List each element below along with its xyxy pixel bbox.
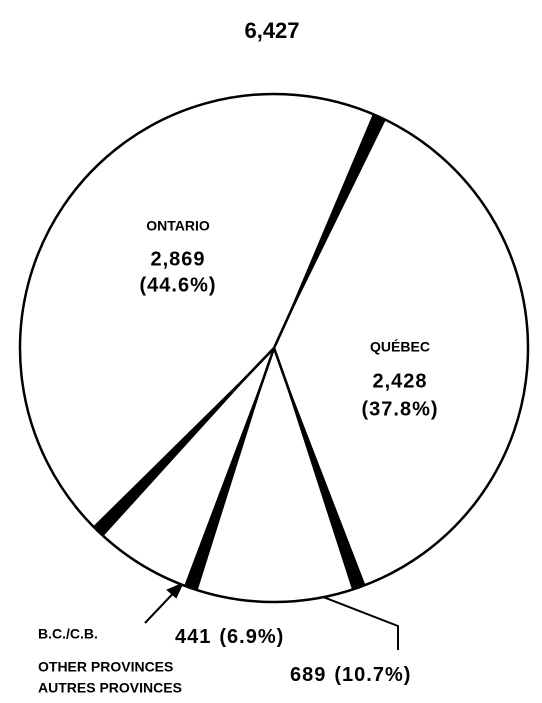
pie-slice xyxy=(189,344,361,604)
slice-label: ONTARIO xyxy=(146,218,210,234)
percent-label: (37.8%) xyxy=(361,398,438,420)
arrow-head xyxy=(166,582,184,599)
slice-label: OTHER PROVINCES xyxy=(38,659,173,675)
slice-label: B.C./C.B. xyxy=(38,626,98,642)
separator xyxy=(93,348,274,537)
value-label: 2,428 xyxy=(372,370,427,392)
chart-title: 6,427 xyxy=(244,18,299,43)
value-label: 2,869 xyxy=(150,248,205,270)
slice-label: AUTRES PROVINCES xyxy=(38,680,182,696)
pie-slice xyxy=(272,115,530,590)
percent-label: (6.9%) xyxy=(219,626,284,648)
value-label: 441 xyxy=(175,626,211,648)
value-label: 441 (6.9%) xyxy=(175,626,284,648)
separator xyxy=(184,348,274,591)
pie-slice xyxy=(18,92,381,534)
pie-slice xyxy=(96,347,276,590)
slice-label: QUÉBEC xyxy=(370,339,430,355)
percent-label: (44.6%) xyxy=(139,274,216,296)
value-label: 689 xyxy=(290,664,326,686)
value-label: 689 (10.7%) xyxy=(290,664,411,686)
separator xyxy=(274,114,386,348)
percent-label: (10.7%) xyxy=(334,664,411,686)
separator xyxy=(274,348,366,590)
